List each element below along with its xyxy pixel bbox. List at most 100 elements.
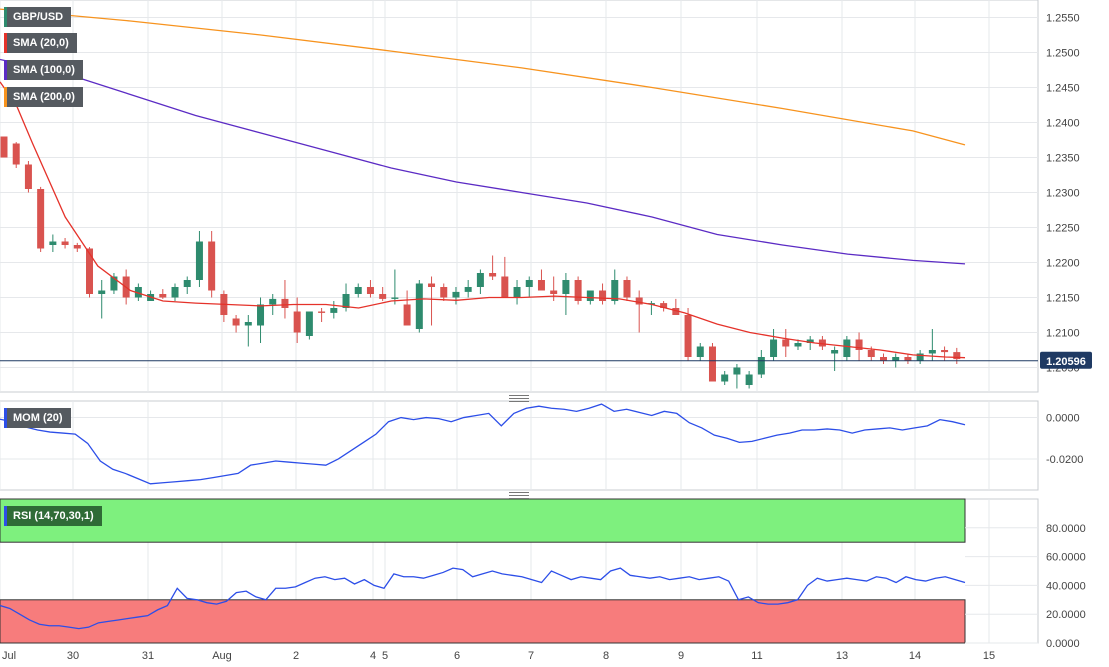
y-tick-label: 1.2150 — [1046, 293, 1080, 305]
y-tick-label: 0.0000 — [1046, 638, 1080, 650]
candle-body — [879, 357, 887, 361]
candle-body — [49, 241, 57, 245]
candle-body — [61, 241, 69, 245]
candle-body — [12, 143, 20, 165]
candle-body — [623, 280, 631, 298]
x-tick-label: 11 — [751, 650, 762, 662]
y-tick-label: 60.0000 — [1046, 552, 1086, 564]
candle-body — [513, 287, 521, 298]
sma200-line — [0, 8, 966, 146]
candle-body — [928, 350, 936, 354]
y-tick-label: 1.2100 — [1046, 328, 1080, 340]
mom-label[interactable]: MOM (20) — [4, 408, 71, 428]
rsi-line — [0, 567, 966, 630]
candle-body — [953, 352, 961, 360]
sma200-name: SMA (200,0) — [13, 91, 75, 103]
panel-background — [0, 0, 1039, 393]
candle-body — [293, 311, 301, 333]
sma100-label[interactable]: SMA (100,0) — [4, 60, 83, 80]
y-tick-label: 20.0000 — [1046, 609, 1086, 621]
candle-body — [696, 346, 704, 357]
panel-resize-handle[interactable] — [509, 492, 529, 499]
x-tick-label: 15 — [983, 650, 995, 662]
panel-background — [0, 400, 1039, 491]
rsi-label[interactable]: RSI (14,70,30,1) — [4, 506, 102, 526]
candle-body — [379, 294, 387, 299]
candle-body — [110, 276, 118, 291]
candle-body — [770, 339, 778, 357]
candle-body — [904, 357, 912, 361]
x-tick-label: 9 — [678, 650, 684, 662]
candle-body — [721, 374, 729, 382]
candle-body — [171, 287, 179, 298]
rsi-overbought-zone — [0, 498, 966, 543]
sma100-color-bar — [4, 60, 7, 80]
current-price-value: 1.20596 — [1046, 356, 1086, 368]
instrument-label[interactable]: GBP/USD — [4, 7, 72, 27]
y-tick-label: 0.0000 — [1046, 413, 1080, 425]
sma20-label[interactable]: SMA (20,0) — [4, 33, 77, 53]
candle-body — [635, 297, 643, 305]
candle-body — [330, 308, 338, 313]
candle-body — [611, 280, 619, 301]
candle-body — [452, 291, 460, 298]
sma20-line — [0, 81, 966, 359]
candle-body — [318, 311, 326, 313]
y-tick-label: 1.2300 — [1046, 188, 1080, 200]
candle-body — [403, 304, 411, 326]
candle-body — [672, 308, 680, 315]
candle-body — [269, 298, 277, 305]
y-tick-label: 1.2250 — [1046, 223, 1080, 235]
y-tick-label: -0.0200 — [1046, 454, 1083, 466]
candle-body — [818, 339, 826, 347]
candle-body — [257, 304, 265, 326]
panel-resize-handle[interactable] — [509, 395, 529, 402]
candle-body — [586, 290, 594, 301]
current-price-badge — [1040, 351, 1092, 369]
candle-body — [892, 357, 900, 361]
y-tick-label: 1.2350 — [1046, 153, 1080, 165]
x-tick-label: 2 — [293, 650, 299, 662]
candle-body — [342, 294, 350, 308]
candle-body — [708, 346, 716, 382]
y-tick-label: 1.2450 — [1046, 83, 1080, 95]
y-tick-label: 1.2550 — [1046, 13, 1080, 25]
sma200-label[interactable]: SMA (200,0) — [4, 87, 83, 107]
candle-body — [562, 280, 570, 294]
candle-body — [660, 303, 668, 308]
y-tick-label: 1.2200 — [1046, 258, 1080, 270]
candle-body — [525, 280, 533, 287]
candle-body — [867, 350, 875, 357]
x-tick-label: 5 — [382, 650, 388, 662]
candle-body — [24, 164, 32, 189]
candle-body — [281, 298, 289, 308]
candle-body — [415, 283, 423, 329]
sma100-line — [0, 58, 966, 265]
candle-body — [391, 297, 399, 299]
candle-body — [831, 350, 839, 354]
candle-body — [489, 273, 497, 277]
candle-body — [208, 241, 216, 291]
candle-body — [195, 241, 203, 280]
candle-body — [232, 318, 240, 326]
candle-body — [501, 276, 509, 298]
candle-body — [806, 339, 814, 343]
candle-body — [354, 287, 362, 294]
candle-body — [745, 374, 753, 385]
candle-body — [0, 136, 8, 158]
y-tick-label: 1.2500 — [1046, 48, 1080, 60]
sma20-name: SMA (20,0) — [13, 37, 69, 49]
x-tick-label: 6 — [454, 650, 460, 662]
candle-body — [134, 287, 142, 298]
candle-body — [476, 273, 484, 287]
y-tick-label: 1.2400 — [1046, 118, 1080, 130]
candle-body — [86, 248, 94, 294]
x-tick-label: Jul — [2, 650, 16, 662]
candle-body — [574, 280, 582, 301]
candle-body — [782, 339, 790, 347]
candle-body — [183, 280, 191, 287]
candle-body — [244, 322, 252, 326]
candle-body — [684, 315, 692, 357]
instrument-name: GBP/USD — [13, 11, 64, 23]
